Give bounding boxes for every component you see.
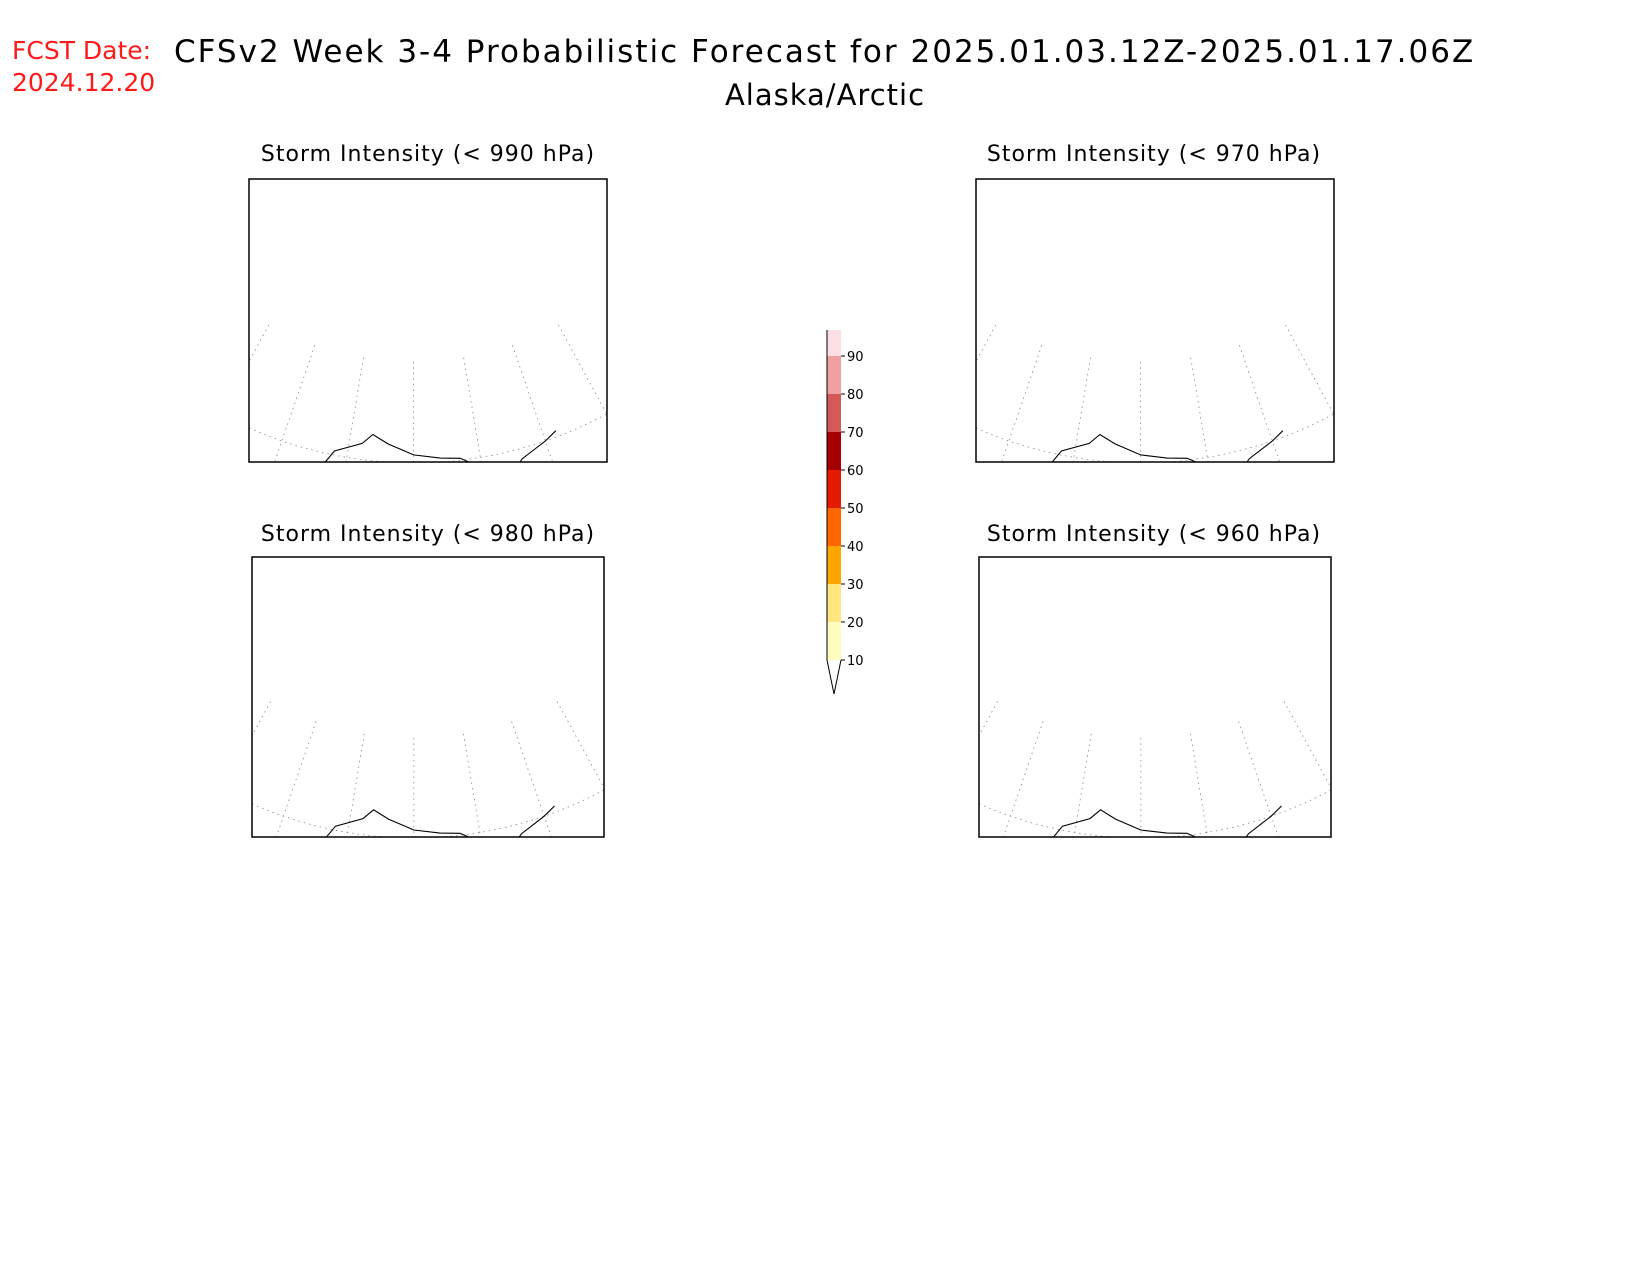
meridian-line <box>463 733 482 837</box>
legend-swatch <box>827 508 841 546</box>
forecast-date-value: 2024.12.20 <box>12 68 156 97</box>
graticule <box>976 324 1334 462</box>
legend-tick-label: 20 <box>847 616 864 631</box>
legend-swatch <box>827 584 841 622</box>
parallel-line <box>252 789 604 837</box>
legend-swatch <box>827 330 841 356</box>
meridian-line <box>275 721 317 837</box>
legend-tick-label: 90 <box>847 350 864 365</box>
meridian-line <box>1283 701 1331 789</box>
meridian-line <box>1002 721 1044 837</box>
meridian-line <box>249 324 270 363</box>
legend-tick-label: 70 <box>847 426 864 441</box>
coastline-segment <box>1052 805 1282 837</box>
map-frame <box>975 178 1335 463</box>
map-frame <box>978 556 1332 838</box>
meridian-line <box>1238 721 1279 837</box>
legend-swatch <box>827 622 841 660</box>
legend-bottom-cap <box>826 659 842 695</box>
panel-title-960: Storm Intensity (< 960 hPa) <box>986 522 1322 547</box>
meridian-line <box>1190 357 1209 462</box>
meridian-line <box>252 701 271 737</box>
parallel-line <box>979 789 1331 837</box>
panel-title-970: Storm Intensity (< 970 hPa) <box>986 142 1322 167</box>
legend-tick-label: 30 <box>847 578 864 593</box>
legend-tick-label: 50 <box>847 502 864 517</box>
legend-tick-label: 40 <box>847 540 864 555</box>
meridian-line <box>976 324 997 363</box>
legend-swatch <box>827 356 841 394</box>
panel-title-980: Storm Intensity (< 980 hPa) <box>260 522 596 547</box>
legend-swatch <box>827 546 841 584</box>
graticule <box>979 701 1331 837</box>
coastline-segment <box>324 430 557 462</box>
legend-tick-label: 60 <box>847 464 864 479</box>
legend-swatch <box>827 470 841 508</box>
map-panel-980 <box>251 556 605 838</box>
meridian-line <box>463 357 482 462</box>
map-panel-960 <box>978 556 1332 838</box>
coastline <box>1051 430 1284 462</box>
parallel-line <box>976 413 1334 462</box>
main-title: CFSv2 Week 3-4 Probabilistic Forecast fo… <box>174 34 1476 70</box>
legend-swatch <box>827 432 841 470</box>
meridian-line <box>274 345 316 462</box>
coastline-segment <box>1051 430 1284 462</box>
forecast-date-label: FCST Date: <box>12 36 152 65</box>
meridian-line <box>558 324 607 416</box>
legend-swatch <box>827 394 841 432</box>
map-frame <box>248 178 608 463</box>
coastline-segment <box>325 805 555 837</box>
coastline <box>1052 805 1282 837</box>
coastline <box>324 430 557 462</box>
meridian-line <box>1190 733 1209 837</box>
meridian-line <box>512 345 554 462</box>
meridian-line <box>1001 345 1043 462</box>
map-panel-990 <box>248 178 608 463</box>
meridian-line <box>1285 324 1334 416</box>
legend-tick-label: 10 <box>847 654 864 669</box>
meridian-line <box>1239 345 1281 462</box>
parallel-line <box>249 413 607 462</box>
map-frame <box>251 556 605 838</box>
legend-tick-label: 80 <box>847 388 864 403</box>
meridian-line <box>556 701 604 789</box>
coastline <box>325 805 555 837</box>
map-panel-970 <box>975 178 1335 463</box>
region-subtitle: Alaska/Arctic <box>724 78 926 112</box>
graticule <box>249 324 607 462</box>
color-legend: 10 20 30 40 50 60 70 80 90 <box>826 330 864 695</box>
panel-title-990: Storm Intensity (< 990 hPa) <box>260 142 596 167</box>
meridian-line <box>511 721 552 837</box>
graticule <box>252 701 604 837</box>
meridian-line <box>979 701 998 737</box>
